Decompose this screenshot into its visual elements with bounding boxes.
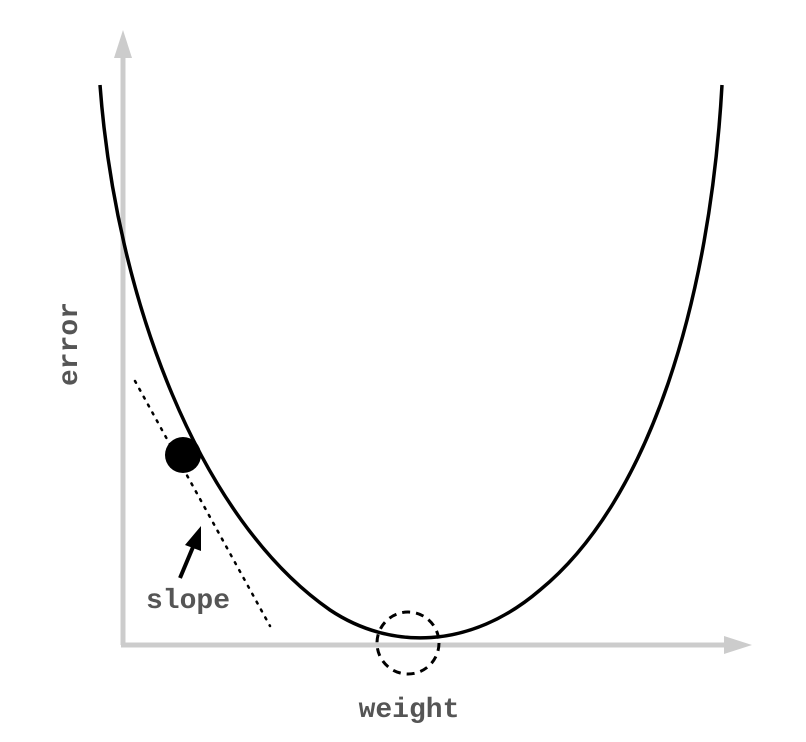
slope-tangent-line [133, 379, 272, 628]
slope-pointer-line [178, 546, 195, 579]
x-axis-arrow [724, 636, 752, 654]
current-weight-ball [165, 437, 201, 473]
x-axis-label: weight [359, 695, 460, 726]
y-axis-arrow [114, 30, 132, 58]
y-axis-label: error [55, 302, 86, 386]
slope-pointer-arrowhead [185, 526, 201, 551]
error-curve [98, 84, 724, 640]
slope-label: slope [146, 586, 230, 617]
minimum-marker [375, 610, 441, 676]
